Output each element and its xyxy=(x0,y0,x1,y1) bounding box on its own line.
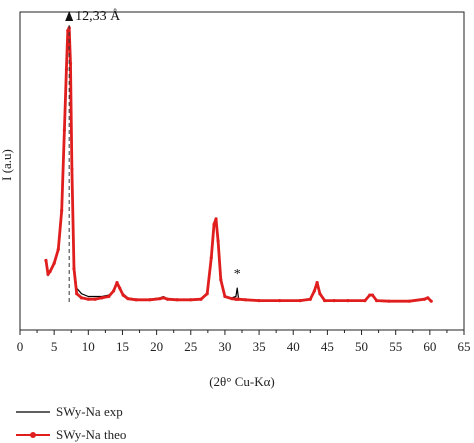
series-theo-point xyxy=(79,296,84,300)
series-theo-point xyxy=(62,128,66,132)
series-theo-point xyxy=(308,297,312,301)
series-theo-point xyxy=(52,261,56,265)
x-axis-title: (2θ° Cu-Kα) xyxy=(209,374,275,389)
series-theo-point xyxy=(426,296,430,300)
series-theo-point xyxy=(230,297,234,301)
series-theo-point xyxy=(243,298,248,302)
x-tick-label: 60 xyxy=(423,339,436,354)
series-theo-point xyxy=(60,208,64,213)
series-theo-point xyxy=(199,297,203,301)
x-tick-label: 20 xyxy=(150,339,163,354)
series-exp-line xyxy=(45,27,432,302)
x-tick-label: 25 xyxy=(184,339,197,354)
series-theo-line xyxy=(44,26,433,303)
series-theo-point xyxy=(407,299,411,303)
y-axis-title: I (a.u) xyxy=(0,149,14,181)
series-theo-point xyxy=(175,298,179,302)
peak-arrow-icon xyxy=(65,11,74,21)
x-tick-label: 55 xyxy=(389,339,402,354)
x-tick-label: 35 xyxy=(253,339,266,354)
series-theo-point xyxy=(277,299,282,303)
legend-theo-label: SWy-Na theo xyxy=(56,427,126,442)
x-tick-label: 65 xyxy=(458,339,471,354)
series-theo-point xyxy=(189,298,193,302)
legend-exp-label: SWy-Na exp xyxy=(56,404,123,419)
series-theo-point xyxy=(315,281,319,285)
annotation-layer: 12,33 Å * xyxy=(65,8,241,302)
series-theo-point xyxy=(429,299,433,303)
series-theo-point xyxy=(363,299,367,303)
series-theo-point xyxy=(158,297,162,301)
series-theo-point xyxy=(214,217,218,221)
series-theo-point xyxy=(93,297,97,301)
x-tick-label: 45 xyxy=(321,339,334,354)
series-theo-point xyxy=(126,297,130,301)
x-tick-label: 10 xyxy=(82,339,95,354)
legend-theo-marker xyxy=(30,432,36,438)
series-theo-point xyxy=(75,292,79,296)
series-theo-point xyxy=(332,299,336,303)
series-theo-point xyxy=(72,267,76,271)
series-theo-point xyxy=(66,28,70,33)
series-theo-point xyxy=(374,299,379,303)
x-tick-label: 40 xyxy=(287,339,300,354)
series-theo-point xyxy=(121,293,125,297)
series-theo-point xyxy=(165,297,170,301)
x-tick-label: 5 xyxy=(51,339,58,354)
x-tick-label: 30 xyxy=(218,339,231,354)
series-theo-point xyxy=(422,297,426,301)
series-theo-point xyxy=(100,296,104,300)
series-theo-point xyxy=(56,247,60,251)
series-theo-point xyxy=(44,258,48,263)
series-theo-point xyxy=(387,299,391,303)
series-theo-point xyxy=(115,281,119,285)
series-theo-point xyxy=(68,62,73,66)
series-theo-point xyxy=(205,292,209,296)
series-theo-point xyxy=(46,272,50,276)
series-theo-point xyxy=(209,256,213,260)
series-theo-point xyxy=(298,299,302,303)
peak-label: 12,33 Å xyxy=(75,8,121,24)
series-theo-point xyxy=(219,278,223,282)
plot-frame xyxy=(19,11,465,331)
x-tick-label: 50 xyxy=(355,339,368,354)
series-theo-point xyxy=(318,292,322,296)
series-theo-point xyxy=(257,299,261,303)
series-theo-point xyxy=(223,294,227,299)
series-theo-point xyxy=(134,298,138,302)
series-theo-point xyxy=(48,269,52,274)
x-tick-label: 0 xyxy=(17,339,24,354)
series-theo-point xyxy=(111,289,116,293)
series-theo-point xyxy=(118,286,122,290)
series-theo-point xyxy=(346,299,350,303)
impurity-asterisk: * xyxy=(234,267,241,282)
x-tick-label: 15 xyxy=(116,339,129,354)
series-theo-point xyxy=(368,293,372,297)
series-theo-point xyxy=(216,239,220,243)
x-ticks: 0 5 10 15 20 25 30 35 40 45 50 55 60 65 xyxy=(17,330,471,354)
series-theo-point xyxy=(323,299,327,303)
series-theo-point xyxy=(86,297,90,301)
series-theo-point xyxy=(236,297,241,301)
series-layer xyxy=(44,26,433,303)
series-theo-point xyxy=(70,167,74,171)
plot-border xyxy=(19,11,465,331)
series-theo-point xyxy=(148,298,152,302)
series-theo-point xyxy=(312,289,317,293)
series-theo-point xyxy=(212,222,216,227)
series-theo-point xyxy=(370,293,375,297)
legend: SWy-Na exp SWy-Na theo xyxy=(16,404,126,442)
series-theo-point xyxy=(107,294,111,299)
series-theo-point xyxy=(161,296,166,300)
series-theo-point xyxy=(64,67,69,71)
